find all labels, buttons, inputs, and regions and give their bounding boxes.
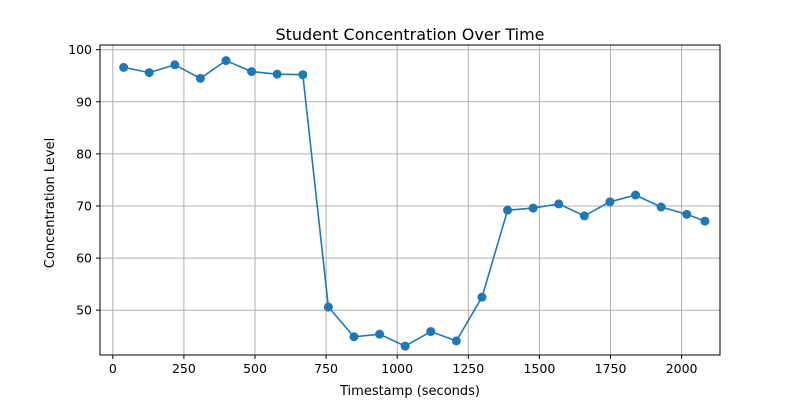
series-line xyxy=(123,59,706,347)
x-tick-label: 1250 xyxy=(452,361,484,376)
data-point xyxy=(195,73,205,83)
x-tick-label: 750 xyxy=(314,361,338,376)
data-point xyxy=(477,292,487,302)
data-point xyxy=(375,329,385,339)
y-tick-label: 90 xyxy=(76,94,92,109)
y-tick-label: 80 xyxy=(76,146,92,161)
data-point xyxy=(656,202,666,212)
data-point xyxy=(170,60,180,70)
data-point xyxy=(400,341,410,351)
data-point xyxy=(631,190,641,200)
x-tick-label: 2000 xyxy=(666,361,698,376)
y-tick-label: 100 xyxy=(68,42,92,57)
x-tick-label: 500 xyxy=(243,361,267,376)
data-point xyxy=(144,68,154,78)
data-point xyxy=(700,216,710,226)
series-group xyxy=(119,56,710,351)
y-tick-label: 70 xyxy=(76,198,92,213)
x-axis-ticks: 0 250 500 750 1000 1250 1500 1750 2000 xyxy=(109,355,698,376)
data-point xyxy=(579,211,589,221)
data-point xyxy=(503,205,513,215)
x-tick-label: 1000 xyxy=(381,361,413,376)
grid-lines xyxy=(100,45,720,355)
y-axis-ticks: 50 60 70 80 90 100 xyxy=(68,42,100,318)
y-tick-label: 50 xyxy=(76,303,92,318)
chart-title: Student Concentration Over Time xyxy=(275,25,544,44)
data-point xyxy=(298,70,308,80)
data-point xyxy=(554,199,564,209)
data-point xyxy=(528,203,538,213)
data-point xyxy=(682,209,692,219)
x-tick-label: 1750 xyxy=(595,361,627,376)
y-axis-label: Concentration Level xyxy=(43,138,58,268)
data-point xyxy=(349,332,359,342)
plot-frame xyxy=(99,44,721,356)
data-point xyxy=(605,197,615,207)
data-point xyxy=(451,336,461,346)
data-point xyxy=(221,56,231,66)
x-tick-label: 0 xyxy=(109,361,117,376)
data-point xyxy=(119,62,129,72)
x-tick-label: 250 xyxy=(172,361,196,376)
data-point xyxy=(323,302,333,312)
data-point xyxy=(272,69,282,79)
data-point xyxy=(426,327,436,337)
x-tick-label: 1500 xyxy=(523,361,555,376)
data-point xyxy=(247,67,257,77)
x-axis-label: Timestamp (seconds) xyxy=(339,384,480,399)
y-tick-label: 60 xyxy=(76,251,92,266)
